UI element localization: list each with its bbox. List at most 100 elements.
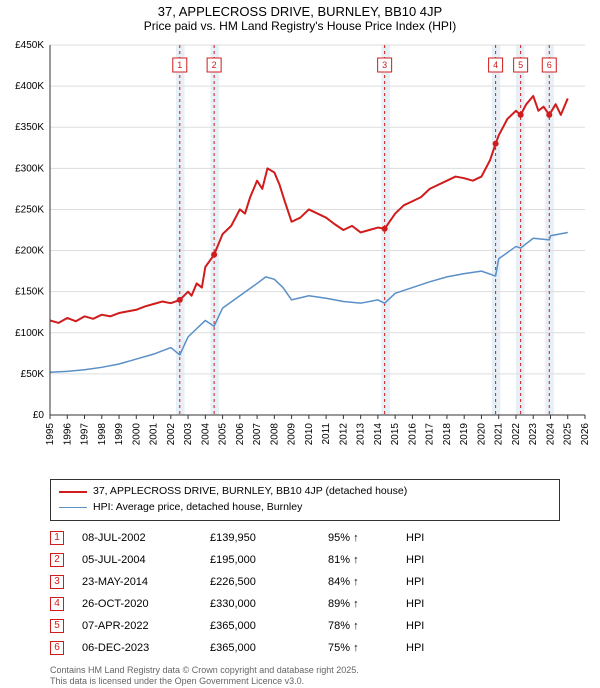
x-tick-label: 1996	[62, 423, 73, 446]
transaction-date: 26-OCT-2020	[82, 598, 192, 610]
x-tick-label: 2015	[390, 423, 401, 446]
x-tick-label: 1998	[97, 423, 108, 446]
y-tick-label: £100K	[15, 328, 44, 339]
transaction-date: 23-MAY-2014	[82, 576, 192, 588]
transaction-dot	[493, 141, 499, 147]
event-marker-label: 1	[177, 60, 182, 70]
x-tick-label: 2018	[442, 423, 453, 446]
chart-area: £0£50K£100K£150K£200K£250K£300K£350K£400…	[0, 35, 600, 475]
transaction-marker: 5	[50, 619, 64, 633]
event-marker-label: 2	[212, 60, 217, 70]
transaction-pct: 84% ↑	[328, 576, 388, 588]
chart-title: 37, APPLECROSS DRIVE, BURNLEY, BB10 4JP	[0, 0, 600, 19]
y-tick-label: £200K	[15, 246, 44, 257]
x-tick-label: 1997	[80, 423, 91, 446]
x-tick-label: 2004	[200, 423, 211, 446]
x-tick-label: 2013	[356, 423, 367, 446]
transaction-marker: 6	[50, 641, 64, 655]
y-tick-label: £400K	[15, 81, 44, 92]
x-tick-label: 2025	[563, 423, 574, 446]
y-tick-label: £0	[33, 410, 45, 421]
transaction-table: 1 08-JUL-2002 £139,950 95% ↑ HPI 2 05-JUL-2004…	[50, 527, 560, 659]
transaction-row: 1 08-JUL-2002 £139,950 95% ↑ HPI	[50, 527, 560, 549]
x-tick-label: 2026	[580, 423, 591, 446]
transaction-date: 08-JUL-2002	[82, 532, 192, 544]
x-tick-label: 2022	[511, 423, 522, 446]
x-tick-label: 2012	[338, 423, 349, 446]
x-tick-label: 2023	[528, 423, 539, 446]
transaction-pct: 75% ↑	[328, 642, 388, 654]
transaction-price: £365,000	[210, 642, 310, 654]
transaction-price: £365,000	[210, 620, 310, 632]
y-tick-label: £250K	[15, 204, 44, 215]
x-tick-label: 2020	[476, 423, 487, 446]
transaction-dot	[211, 252, 217, 258]
transaction-price: £139,950	[210, 532, 310, 544]
x-tick-label: 2006	[235, 423, 246, 446]
transaction-date: 06-DEC-2023	[82, 642, 192, 654]
chart-subtitle: Price paid vs. HM Land Registry's House …	[0, 19, 600, 35]
chart-svg: £0£50K£100K£150K£200K£250K£300K£350K£400…	[0, 35, 600, 475]
legend: 37, APPLECROSS DRIVE, BURNLEY, BB10 4JP …	[50, 479, 560, 521]
x-tick-label: 2001	[149, 423, 160, 446]
x-tick-label: 2011	[321, 423, 332, 445]
y-tick-label: £450K	[15, 40, 44, 51]
transaction-price: £195,000	[210, 554, 310, 566]
footer-line-1: Contains HM Land Registry data © Crown c…	[50, 665, 560, 677]
y-tick-label: £150K	[15, 287, 44, 298]
x-tick-label: 2019	[459, 423, 470, 446]
x-tick-label: 1999	[114, 423, 125, 446]
footer-attribution: Contains HM Land Registry data © Crown c…	[50, 665, 560, 688]
x-tick-label: 2017	[425, 423, 436, 446]
transaction-price: £226,500	[210, 576, 310, 588]
x-tick-label: 2009	[287, 423, 298, 446]
event-marker-label: 4	[493, 60, 498, 70]
transaction-hpi-label: HPI	[406, 620, 446, 632]
transaction-hpi-label: HPI	[406, 598, 446, 610]
transaction-hpi-label: HPI	[406, 554, 446, 566]
transaction-row: 3 23-MAY-2014 £226,500 84% ↑ HPI	[50, 571, 560, 593]
transaction-date: 05-JUL-2004	[82, 554, 192, 566]
transaction-dot	[518, 112, 524, 118]
x-tick-label: 2007	[252, 423, 263, 446]
x-tick-label: 2005	[218, 423, 229, 446]
y-tick-label: £350K	[15, 122, 44, 133]
transaction-pct: 95% ↑	[328, 532, 388, 544]
transaction-price: £330,000	[210, 598, 310, 610]
x-tick-label: 2000	[131, 423, 142, 446]
x-tick-label: 2016	[407, 423, 418, 446]
event-marker-label: 6	[547, 60, 552, 70]
transaction-dot	[382, 226, 388, 232]
legend-swatch	[59, 491, 87, 493]
transaction-date: 07-APR-2022	[82, 620, 192, 632]
legend-label: 37, APPLECROSS DRIVE, BURNLEY, BB10 4JP …	[93, 484, 407, 500]
transaction-row: 606-DEC-2023£365,00075% ↑HPI	[50, 637, 560, 659]
transaction-marker: 1	[50, 531, 64, 545]
legend-item: HPI: Average price, detached house, Burn…	[59, 500, 551, 516]
transaction-pct: 89% ↑	[328, 598, 388, 610]
x-tick-label: 2002	[166, 423, 177, 446]
transaction-dot	[546, 112, 552, 118]
transaction-dot	[177, 297, 183, 303]
transaction-pct: 81% ↑	[328, 554, 388, 566]
transaction-marker: 2	[50, 553, 64, 567]
x-tick-label: 2014	[373, 423, 384, 446]
transaction-marker: 3	[50, 575, 64, 589]
x-tick-label: 2024	[545, 423, 556, 446]
event-marker-label: 3	[382, 60, 387, 70]
transaction-marker: 4	[50, 597, 64, 611]
transaction-pct: 78% ↑	[328, 620, 388, 632]
event-marker-label: 5	[518, 60, 523, 70]
legend-label: HPI: Average price, detached house, Burn…	[93, 500, 302, 516]
x-tick-label: 2010	[304, 423, 315, 446]
transaction-row: 4 26-OCT-2020 £330,000 89% ↑ HPI	[50, 593, 560, 615]
x-tick-label: 1995	[45, 423, 56, 446]
x-tick-label: 2008	[269, 423, 280, 446]
y-tick-label: £50K	[21, 369, 45, 380]
transaction-hpi-label: HPI	[406, 532, 446, 544]
x-tick-label: 2003	[183, 423, 194, 446]
x-tick-label: 2021	[494, 423, 505, 446]
transaction-hpi-label: HPI	[406, 576, 446, 588]
transaction-row: 2 05-JUL-2004 £195,000 81% ↑ HPI	[50, 549, 560, 571]
footer-line-2: This data is licensed under the Open Gov…	[50, 676, 560, 688]
